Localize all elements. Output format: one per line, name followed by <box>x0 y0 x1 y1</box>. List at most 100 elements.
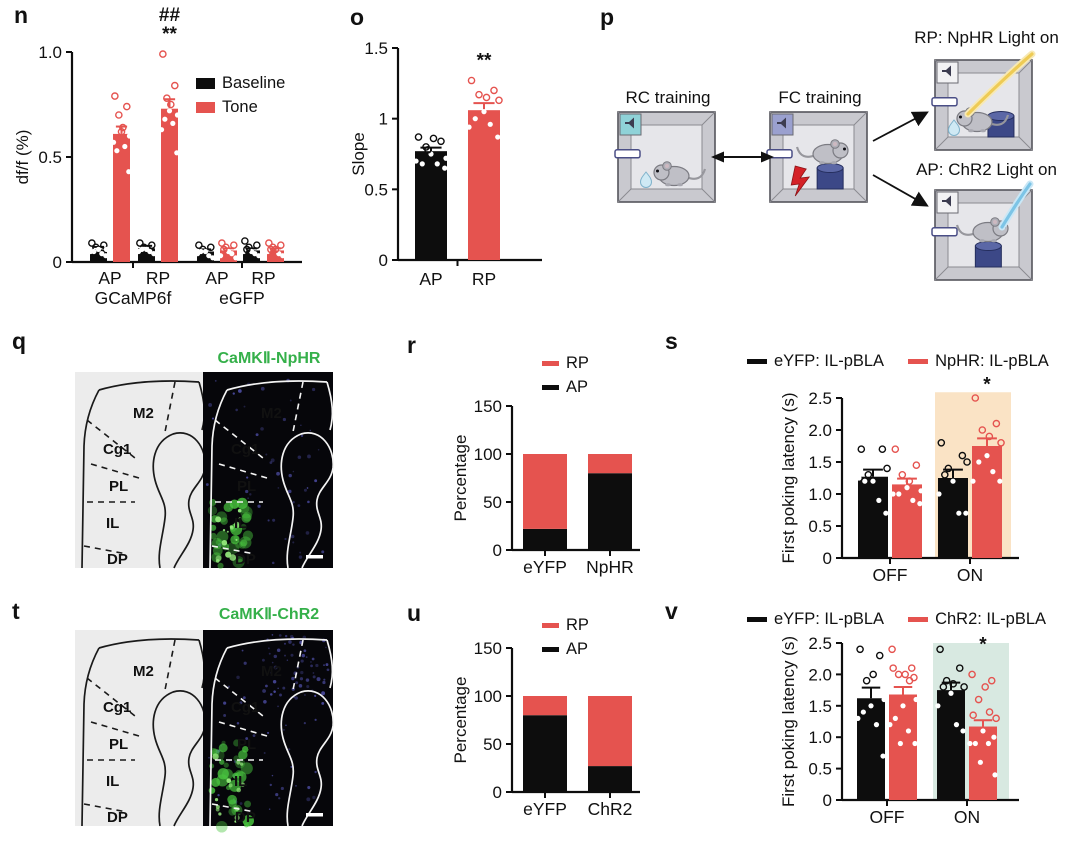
region-label-cg1: Cg1 <box>231 441 259 458</box>
green-expression <box>229 525 233 529</box>
data-point <box>978 426 987 434</box>
green-expression <box>223 762 229 768</box>
x-category-label: eYFP <box>523 557 567 577</box>
dapi-speckle <box>292 470 295 473</box>
y-tick-label: 0 <box>53 253 62 272</box>
panel-r-label: r <box>407 332 416 358</box>
dapi-speckle <box>227 685 230 688</box>
dapi-speckle <box>252 734 256 738</box>
data-point <box>968 670 976 679</box>
water-drop <box>947 119 961 136</box>
data-point <box>881 696 887 703</box>
green-expression <box>236 787 241 793</box>
data-point <box>862 478 868 484</box>
mouse <box>795 139 849 165</box>
dapi-speckle <box>272 518 276 522</box>
dapi-speckle <box>260 427 264 431</box>
branch-top-label: RP: NpHR Light on <box>914 28 1059 47</box>
bar <box>858 476 888 558</box>
data-point <box>969 711 977 720</box>
significance-mark: * <box>979 635 987 656</box>
data-point <box>937 439 946 447</box>
brain-outline <box>326 639 334 689</box>
y-tick-label: 100 <box>474 445 502 464</box>
dapi-speckle <box>276 471 280 476</box>
significance-mark: ## <box>159 5 181 26</box>
panel-q-label: q <box>12 328 27 354</box>
green-expression <box>217 562 224 569</box>
data-point <box>206 253 212 259</box>
green-expression <box>240 782 245 787</box>
data-point <box>466 124 472 130</box>
chart-r-legend: RP AP <box>542 354 589 397</box>
data-point <box>958 451 967 460</box>
dapi-speckle <box>312 387 316 392</box>
data-point <box>883 510 889 516</box>
dapi-speckle <box>289 399 292 402</box>
data-point <box>434 161 440 167</box>
dapi-speckle <box>321 550 325 554</box>
dapi-speckle <box>323 678 326 681</box>
arrow-to-chr2 <box>872 174 929 207</box>
data-point <box>870 478 876 484</box>
data-point <box>904 485 910 491</box>
legend-swatch-chr2 <box>908 617 929 622</box>
region-boundary <box>292 639 304 691</box>
dapi-speckle <box>262 689 266 693</box>
data-point <box>977 759 983 765</box>
data-point <box>230 241 238 249</box>
atlas-schematic <box>75 630 205 826</box>
scale-bar <box>306 555 323 559</box>
panel-p-label: p <box>600 4 615 30</box>
conditioning-chamber <box>931 59 1033 151</box>
data-point <box>912 740 918 747</box>
dapi-speckle <box>205 483 209 486</box>
dapi-speckle <box>278 634 282 637</box>
dapi-speckle <box>297 455 302 460</box>
branch-bottom-label: AP: ChR2 Light on <box>916 160 1057 179</box>
dapi-speckle <box>282 417 287 422</box>
data-point <box>880 753 886 759</box>
panel-u-label: u <box>407 600 422 626</box>
dapi-speckle <box>316 677 321 682</box>
data-point <box>442 165 448 171</box>
dapi-speckle <box>297 504 301 507</box>
legend-item-tone: Tone <box>196 98 258 117</box>
region-boundary <box>164 639 176 691</box>
data-point <box>997 439 1005 447</box>
data-point <box>991 734 997 740</box>
dapi-speckle <box>278 797 281 800</box>
dapi-speckle <box>267 647 270 650</box>
dapi-speckle <box>303 722 306 725</box>
region-boundary <box>292 381 304 433</box>
data-point <box>981 683 989 691</box>
green-expression <box>207 505 218 516</box>
y-axis-label: First poking latency (s) <box>779 393 798 564</box>
green-expression <box>240 506 253 519</box>
bar <box>938 478 968 558</box>
data-point <box>955 664 964 672</box>
dapi-speckle <box>312 675 316 679</box>
dapi-speckle <box>307 454 311 459</box>
legend-swatch-eyfp <box>747 359 767 364</box>
data-point <box>894 670 903 679</box>
dapi-speckle <box>263 751 266 754</box>
dapi-speckle <box>300 659 304 663</box>
data-point <box>171 81 179 90</box>
green-expression <box>233 521 241 529</box>
data-point <box>971 394 980 402</box>
green-expression <box>238 517 241 520</box>
y-tick-label: 0 <box>823 549 832 568</box>
y-tick-label: 0 <box>493 783 502 802</box>
legend-item-eyfp: eYFP: IL-pBLA <box>747 610 884 629</box>
group-header: GCaMP6f <box>95 288 172 308</box>
data-point <box>210 255 216 261</box>
data-point <box>424 145 432 154</box>
data-point <box>482 93 491 102</box>
dapi-speckle <box>236 675 240 680</box>
dapi-speckle <box>236 722 240 725</box>
panel-p: p RC training FC training RP: NpHR Light… <box>560 0 1075 320</box>
panel-t: t M2 Cg1 PL IL DP M2 Cg1 PL IL DP CaMKⅡ-ChR2 <box>0 590 352 842</box>
y-tick-label: 2.5 <box>808 634 832 653</box>
data-point <box>198 248 204 255</box>
